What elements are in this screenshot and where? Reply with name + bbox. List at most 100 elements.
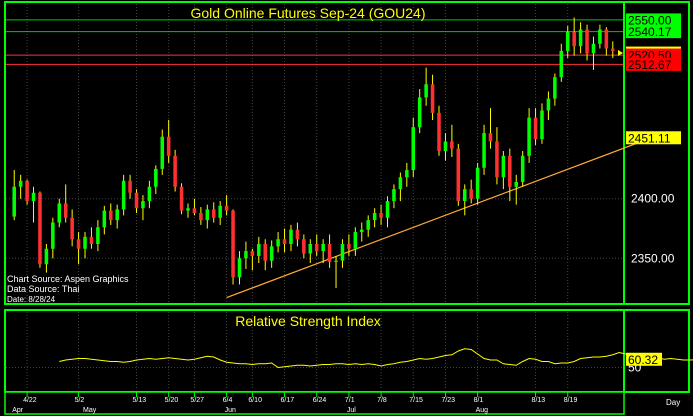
candle-46 [308, 239, 313, 264]
price-chart-title: Gold Online Futures Sep-24 (GOU24) [191, 5, 426, 21]
candle-body-19 [134, 192, 139, 209]
rsi-last-value-box [626, 352, 662, 366]
candle-69 [456, 143, 461, 206]
candle-body-70 [462, 189, 467, 202]
candle-12 [89, 227, 94, 249]
month-label-4: Aug [476, 407, 489, 414]
candle-91 [598, 24, 602, 49]
candle-body-64 [424, 84, 428, 98]
candle-49 [327, 234, 332, 268]
level-label-box-1 [626, 25, 681, 39]
candle-4 [38, 191, 42, 268]
x-tick-label-9: 7/1 [345, 397, 355, 404]
candle-body-27 [186, 208, 190, 211]
candle-14 [102, 205, 107, 235]
candle-body-86 [565, 31, 570, 51]
x-tick-label-12: 7/23 [441, 397, 455, 404]
candle-body-47 [314, 243, 319, 252]
candle-body-34 [231, 210, 235, 278]
candle-59 [392, 184, 396, 209]
candle-body-4 [38, 192, 42, 265]
chart-source-text: Chart Source: Aspen Graphics [7, 274, 129, 284]
rsi-line [59, 348, 693, 369]
candle-82 [540, 103, 544, 144]
candle-6 [51, 217, 55, 259]
candle-body-7 [57, 203, 62, 223]
candle-60 [398, 172, 403, 202]
candle-body-72 [475, 167, 480, 199]
level-lines [6, 19, 623, 65]
candle-44 [295, 222, 300, 247]
candle-18 [128, 174, 132, 199]
candle-37 [250, 248, 255, 271]
candle-body-41 [276, 239, 280, 247]
support-trendline [226, 134, 658, 299]
candle-body-6 [51, 222, 55, 249]
level-label-4: 2512.67 [628, 58, 672, 72]
candle-body-18 [128, 180, 132, 193]
candle-16 [115, 204, 119, 229]
candle-body-63 [417, 97, 422, 128]
candle-body-45 [302, 239, 306, 254]
candle-body-9 [70, 217, 74, 240]
candle-64 [424, 67, 428, 106]
price-labels: 2350.002400.00502550.002540.172522.20252… [618, 13, 681, 375]
candle-body-68 [450, 141, 454, 149]
candle-56 [372, 208, 377, 228]
candle-body-40 [269, 246, 274, 261]
candle-34 [231, 209, 235, 285]
candle-78 [514, 174, 519, 205]
candle-11 [83, 232, 87, 259]
candle-58 [385, 196, 390, 228]
candle-30 [205, 204, 210, 229]
candle-body-1 [18, 180, 23, 187]
candle-body-60 [398, 177, 403, 190]
price-pane-frame [4, 1, 625, 305]
candle-13 [96, 220, 100, 252]
candle-21 [147, 180, 152, 209]
candle-85 [559, 43, 564, 82]
candle-84 [553, 73, 557, 106]
candle-23 [160, 129, 165, 175]
candle-20 [141, 195, 145, 221]
candle-28 [192, 198, 197, 216]
candle-body-22 [154, 168, 158, 187]
candle-body-31 [211, 209, 216, 218]
candle-body-66 [437, 112, 441, 152]
candle-51 [340, 239, 345, 268]
candle-62 [411, 117, 416, 178]
date-text: Date: 8/28/24 [7, 295, 56, 304]
candlestick-series [12, 17, 615, 289]
candle-25 [173, 149, 177, 192]
candle-body-69 [456, 148, 461, 202]
candle-body-79 [520, 155, 525, 183]
candle-0 [12, 170, 16, 221]
candle-39 [263, 239, 267, 271]
price-axis-frame [623, 1, 690, 305]
candle-86 [565, 25, 570, 59]
candle-body-90 [591, 43, 596, 54]
candle-body-57 [379, 212, 383, 218]
candle-72 [475, 162, 480, 205]
candle-body-52 [347, 243, 351, 249]
candle-68 [450, 124, 454, 157]
price-tick-label-1: 2400.00 [631, 192, 675, 206]
candle-41 [276, 232, 280, 253]
month-label-2: Jun [225, 407, 236, 414]
candle-body-8 [63, 203, 68, 218]
candle-body-24 [166, 136, 171, 156]
x-tick-label-1: 5/2 [75, 397, 85, 404]
candle-body-33 [224, 205, 229, 211]
x-tick-label-0: 4/22 [23, 397, 37, 404]
candle-body-38 [257, 243, 261, 256]
candle-74 [488, 108, 493, 149]
candle-body-29 [199, 212, 203, 221]
x-tick-label-6: 6/10 [248, 397, 262, 404]
candle-body-65 [430, 84, 435, 113]
candle-body-75 [495, 141, 499, 178]
level-label-box-0 [626, 13, 681, 27]
level-label-box-4 [626, 57, 681, 71]
candle-body-26 [179, 186, 184, 211]
candle-93 [611, 41, 615, 59]
